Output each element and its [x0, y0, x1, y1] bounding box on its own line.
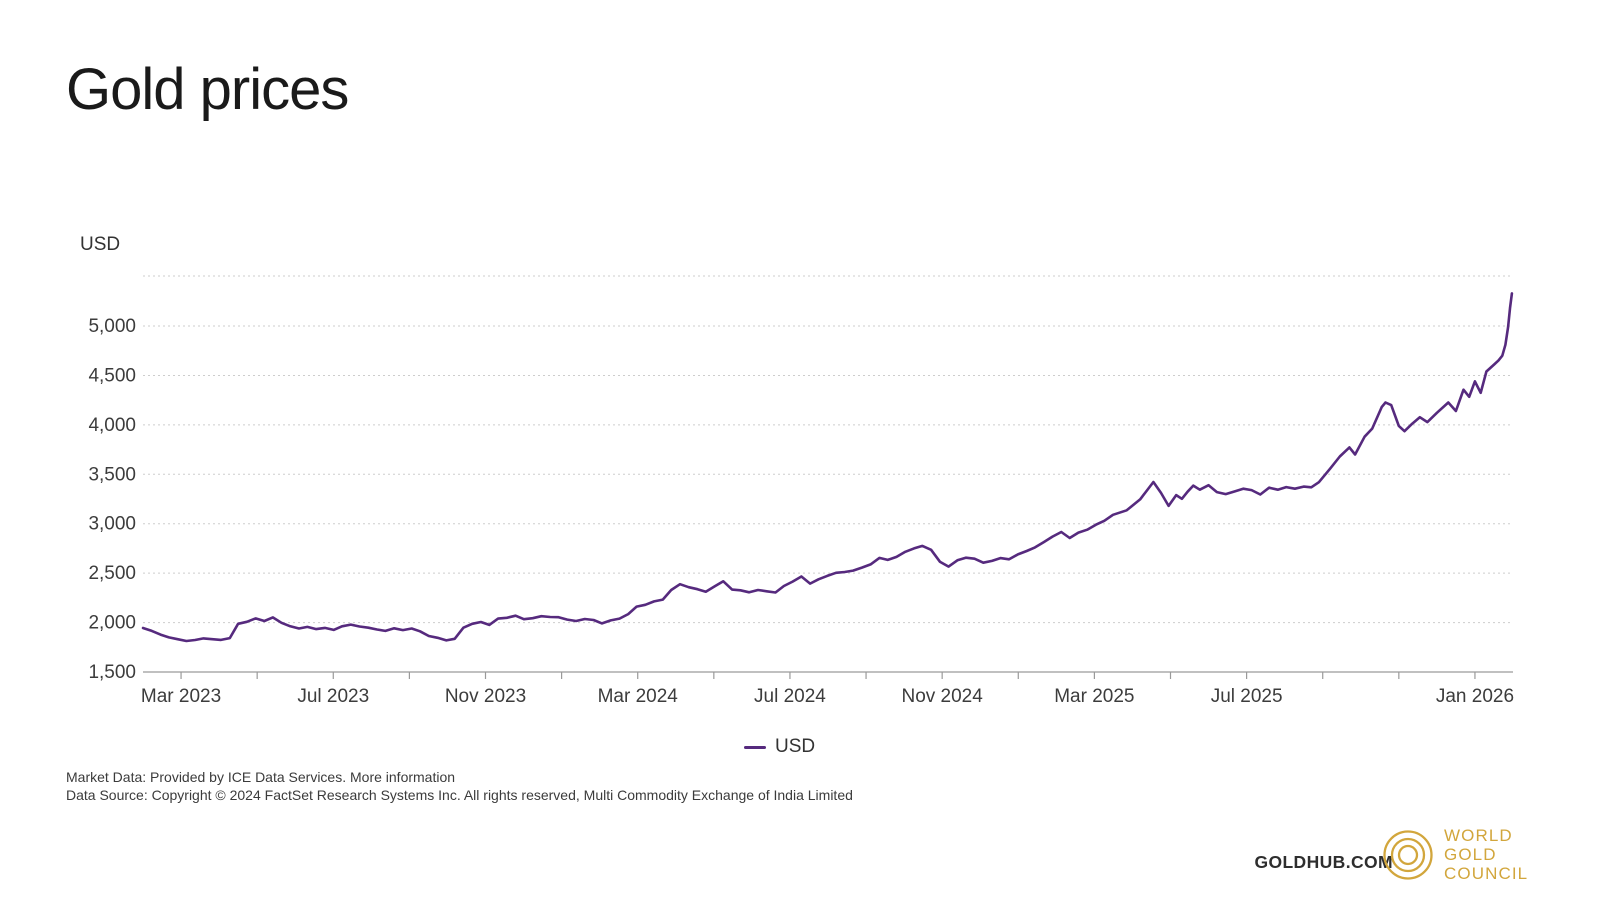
footer-attribution: Market Data: Provided by ICE Data Servic… — [66, 769, 853, 804]
wgc-line-gold: GOLD — [1444, 845, 1497, 864]
x-axis-tick-label: Jul 2025 — [1211, 686, 1283, 707]
y-axis-tick-label: 3,500 — [88, 464, 136, 485]
x-axis-tick-label: Jul 2024 — [754, 686, 826, 707]
y-axis-tick-label: 1,500 — [88, 662, 136, 683]
x-axis-tick-label: Jul 2023 — [297, 686, 369, 707]
wgc-wordmark: WORLD GOLD COUNCIL — [1444, 826, 1528, 883]
y-axis-tick-label: 3,000 — [88, 514, 136, 535]
legend-line-swatch-icon — [744, 745, 766, 749]
x-axis-tick-label: Jan 2026 — [1436, 686, 1514, 707]
world-gold-council-logo[interactable]: WORLD GOLD COUNCIL — [1382, 826, 1528, 883]
wgc-line-council: COUNCIL — [1444, 864, 1529, 883]
wgc-line-world: WORLD — [1444, 826, 1513, 845]
legend-label: USD — [775, 736, 816, 757]
more-information-link[interactable]: More information — [350, 769, 456, 785]
y-axis-tick-label: 4,500 — [88, 365, 136, 386]
x-axis-tick-label: Nov 2024 — [901, 686, 983, 707]
page-title: Gold prices — [66, 57, 349, 122]
wgc-rings-icon — [1383, 829, 1433, 880]
market-data-text: Market Data: Provided by ICE Data Servic… — [66, 769, 350, 785]
footer-line-1: Market Data: Provided by ICE Data Servic… — [66, 769, 853, 787]
y-axis-tick-label: 2,000 — [88, 613, 136, 634]
x-axis-tick-label: Mar 2023 — [141, 686, 221, 707]
x-axis-tick-label: Mar 2025 — [1054, 686, 1134, 707]
x-axis-tick-label: Mar 2024 — [598, 686, 679, 707]
y-axis-tick-label: 4,000 — [88, 415, 136, 436]
legend-item-usd[interactable]: USD — [744, 736, 815, 758]
y-axis-title: USD — [80, 234, 121, 255]
footer-line-2: Data Source: Copyright © 2024 FactSet Re… — [66, 786, 853, 803]
price-line-usd[interactable] — [141, 292, 1514, 643]
y-axis-tick-label: 2,500 — [88, 563, 136, 584]
x-axis-tick-label: Nov 2023 — [445, 686, 526, 707]
y-axis-tick-label: 5,000 — [88, 316, 136, 337]
goldhub-link[interactable]: GOLDHUB.COM — [1254, 852, 1393, 872]
